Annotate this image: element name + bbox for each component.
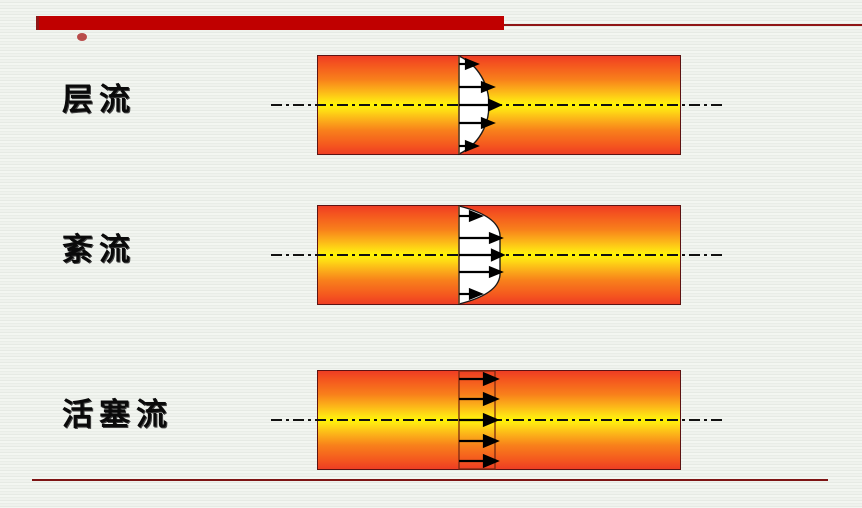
flow-row-turbulent: 紊流 [0,200,862,320]
flow-row-laminar: 层流 [0,50,862,170]
pipe-diagram-plug [271,370,726,470]
pipe-diagram-turbulent [271,205,726,305]
flow-label-laminar: 层流 [62,82,136,118]
header-banner-accent [77,33,87,41]
footer-rule [32,479,828,481]
header-banner-bar [36,16,504,41]
velocity-profile-parabolic [458,54,503,156]
flow-row-plug: 活塞流 [0,365,862,485]
pipe-diagram-laminar [271,54,726,156]
velocity-profile-uniform [458,370,500,470]
flow-label-turbulent: 紊流 [62,232,136,268]
velocity-profile-blunted [458,205,506,305]
flow-label-plug: 活塞流 [62,397,173,433]
